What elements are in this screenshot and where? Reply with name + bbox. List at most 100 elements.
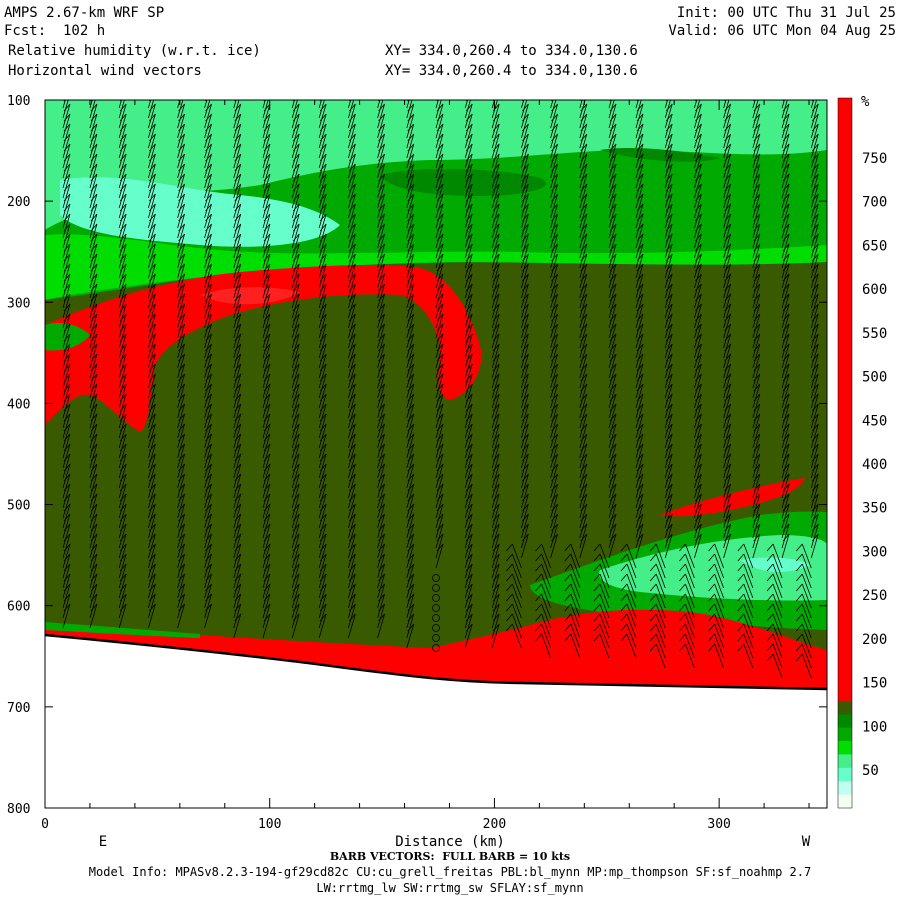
wind-barb	[318, 103, 327, 129]
wind-barb	[723, 383, 732, 409]
wind-barb	[752, 503, 761, 529]
wind-barb-flag	[436, 263, 444, 272]
wind-barb-flag	[665, 143, 673, 152]
wind-barb	[723, 133, 732, 159]
wind-barb	[579, 263, 588, 289]
wind-barb-flag	[724, 383, 731, 392]
wind-barb-flag	[234, 333, 242, 342]
wind-barb	[550, 313, 558, 339]
wind-barb	[262, 203, 271, 229]
wind-barb	[204, 100, 211, 119]
wind-barb-flag	[465, 163, 473, 172]
wind-barb	[262, 413, 271, 439]
wind-barb	[694, 403, 702, 429]
wind-barb	[608, 533, 617, 559]
colorbar-swatch	[838, 312, 852, 327]
wind-barb-flag	[378, 103, 385, 112]
wind-barb-calm	[432, 574, 440, 582]
wind-barb	[464, 253, 473, 279]
wind-barb-flag	[349, 353, 356, 362]
wind-barb	[464, 533, 473, 559]
wind-barb-flag	[178, 263, 185, 272]
wind-barb-flag	[782, 413, 790, 422]
wind-barb	[464, 193, 473, 219]
wind-barb-flag	[63, 303, 71, 312]
wind-barb	[118, 463, 127, 489]
wind-barb-flag	[149, 273, 156, 282]
wind-barb	[694, 393, 702, 419]
wind-barb-flag	[319, 243, 327, 252]
wind-barb	[89, 443, 98, 469]
wind-barb-flag	[349, 403, 356, 412]
wind-barb	[204, 383, 212, 409]
wind-barb	[177, 243, 185, 269]
wind-barb-flag	[665, 253, 673, 262]
wind-barb	[579, 173, 588, 199]
wind-barb-flag	[724, 293, 731, 302]
wind-barb-flag	[149, 303, 156, 312]
wind-barb	[781, 273, 790, 299]
wind-barb	[262, 513, 271, 539]
wind-barb	[377, 263, 385, 289]
y-tick-label: 100	[7, 94, 30, 109]
wind-barb	[752, 113, 761, 139]
wind-barb	[291, 123, 300, 149]
wind-barb	[608, 183, 617, 209]
wind-barb	[752, 103, 761, 129]
wind-barb-flag	[319, 513, 327, 522]
wind-barb-flag	[465, 573, 473, 582]
wind-barb	[291, 523, 300, 549]
wind-barb-flag	[766, 543, 774, 552]
wind-barb	[62, 243, 71, 269]
wind-barb	[635, 323, 644, 349]
wind-barb	[781, 413, 790, 439]
wind-barb-flag	[636, 483, 644, 492]
wind-barb-flag	[407, 593, 415, 602]
colorbar-swatch	[838, 365, 852, 380]
wind-barb-flag	[119, 503, 127, 512]
wind-barb	[204, 513, 212, 539]
wind-barb-flag	[782, 183, 790, 192]
wind-barb	[177, 253, 185, 279]
wind-barb	[810, 163, 819, 189]
wind-barb-flag	[378, 333, 385, 342]
wind-barb-flag	[378, 133, 385, 142]
wind-barb	[810, 123, 819, 149]
wind-barb-flag	[205, 173, 212, 182]
wind-barb-flag	[63, 353, 71, 362]
wind-barb-flag	[811, 193, 819, 202]
wind-barb	[435, 313, 444, 339]
wind-barb	[377, 323, 385, 349]
wind-barb	[147, 223, 156, 249]
wind-barb	[118, 483, 127, 509]
wind-barb-flag	[665, 433, 673, 442]
wind-barb	[608, 343, 617, 369]
wind-barb-flag	[492, 353, 500, 362]
wind-barb	[810, 333, 819, 359]
wind-barb	[347, 333, 356, 359]
wind-barb	[318, 313, 327, 339]
wind-barb-flag	[292, 543, 300, 552]
wind-barb-flag	[378, 343, 385, 352]
valid-time: Valid: 06 UTC Mon 04 Aug 25	[668, 23, 896, 39]
wind-barb-flag	[407, 403, 415, 412]
wind-barb-flag	[436, 443, 444, 452]
wind-barb	[233, 243, 242, 269]
wind-barb	[406, 433, 415, 459]
wind-barb	[464, 583, 473, 609]
wind-barb-flag	[178, 143, 185, 152]
wind-barb	[608, 243, 617, 269]
wind-barb	[723, 463, 732, 489]
wind-barb	[810, 453, 819, 479]
wind-barb	[743, 563, 754, 589]
wind-barb-flag	[492, 393, 500, 402]
wind-barb	[147, 103, 156, 129]
wind-barb-flag	[695, 123, 702, 132]
wind-barb-flag	[766, 553, 774, 562]
wind-barb	[550, 123, 558, 149]
wind-barb	[291, 593, 300, 619]
wind-barb-flag	[551, 383, 558, 392]
wind-barb-flag	[695, 183, 702, 192]
wind-barb-flag	[811, 113, 819, 122]
wind-barb-flag	[407, 203, 415, 212]
